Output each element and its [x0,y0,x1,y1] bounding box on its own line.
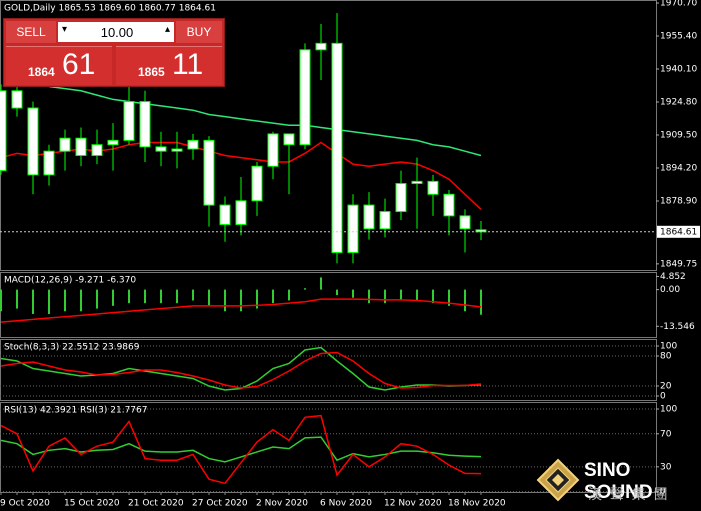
candle-body [363,204,375,230]
candle-body [155,146,167,152]
x-tick-label: 15 Oct 2020 [64,499,120,509]
candle-body [443,193,455,217]
panel-title: MACD(12,26,9) -9.271 -6.370 [4,276,136,286]
indicator-line [0,351,482,389]
lot-down[interactable]: ▾ [62,24,68,35]
panel-title: GOLD,Daily 1865.53 1869.60 1860.77 1864.… [4,4,216,14]
ask-small: 11 [172,48,204,81]
y-tick-label: 0 [660,392,666,402]
x-tick-label: 6 Nov 2020 [320,499,372,509]
y-tick-label: 4.852 [660,272,686,282]
panel-title: RSI(13) 42.3921 RSI(3) 21.7767 [4,406,147,416]
panel-border [0,339,657,401]
indicator-line [0,414,482,485]
price-tag-label: 1864.61 [660,227,697,237]
candle-body [235,200,247,225]
y-tick-label: 1878.90 [660,196,697,206]
buy-button[interactable]: BUY [176,21,222,43]
lot-input[interactable]: ▾ 10.00 ▴ [58,22,174,42]
y-tick-label: 1849.75 [660,259,697,269]
x-tick-label: 18 Nov 2020 [448,499,506,509]
y-tick-label: 30 [660,462,672,472]
candle-body [107,139,119,146]
sell-price[interactable]: 1864 61 [6,46,112,85]
lot-up[interactable]: ▴ [164,24,170,35]
buy-price[interactable]: 1865 11 [116,46,222,85]
bid-small: 61 [62,48,96,81]
y-tick-label: 0 [660,487,666,497]
candle-body [27,107,39,176]
candle-body [59,137,71,152]
candle-body [315,42,327,51]
y-tick-label: -13.546 [660,322,695,332]
candle-body [187,139,199,150]
candle-body [91,144,103,156]
candle-body [0,90,7,172]
candle-body [171,148,183,152]
logo-subtitle: 漢 聲 集 團 [588,486,670,502]
y-tick-label: 100 [660,342,677,352]
bid-big: 1864 [28,65,55,79]
sell-button[interactable]: SELL [6,21,56,43]
logo-name: SINO SOUND [584,460,653,503]
indicator-line [0,436,482,463]
y-tick-label: 80 [660,352,672,362]
moving-average [48,85,482,157]
candle-body [347,204,359,254]
candle-body [299,49,311,146]
x-tick-label: 12 Nov 2020 [384,499,442,509]
y-tick-label: 1955.40 [660,32,697,42]
candle-body [427,180,439,195]
candle-body [395,183,407,213]
y-tick-label: 100 [660,405,677,415]
panel-border [0,402,657,493]
panel-title: Stoch(8,3,3) 22.5512 23.9869 [4,343,140,353]
logo-icon [536,458,580,502]
indicator-line [0,298,482,323]
candle-body [251,165,263,202]
x-tick-label: 9 Oct 2020 [0,499,50,509]
y-tick-label: 20 [660,382,672,392]
y-tick-label: 1909.50 [660,131,697,141]
x-tick-label: 2 Nov 2020 [256,499,308,509]
x-tick-label: 27 Oct 2020 [192,499,248,509]
candle-body [379,211,391,230]
candle-body [219,204,231,225]
candle-body [139,101,151,148]
lot-value: 10.00 [100,25,134,40]
candle-body [11,90,23,109]
candle-body [411,180,423,185]
candle-body [283,133,295,146]
logo: SINO SOUND 漢 聲 集 團 [536,456,696,506]
y-tick-label: 1924.80 [660,98,697,108]
y-tick-label: 1894.20 [660,163,697,173]
candle-body [203,139,215,206]
ask-big: 1865 [138,65,165,79]
y-tick-label: 70 [660,429,672,439]
candle-body [267,133,279,167]
candle-body [123,101,135,141]
candle-body [459,215,471,230]
y-tick-label: 1970.70 [660,0,697,9]
x-tick-label: 21 Oct 2020 [128,499,184,509]
y-tick-label: 0.00 [660,285,680,295]
y-tick-label: 1940.10 [660,65,697,75]
price-tag [657,225,700,238]
indicator-line [0,346,482,391]
trade-panel: SELL ▾ 10.00 ▴ BUY 1864 61 1865 11 [3,18,225,87]
candle-body [75,137,87,156]
candle-body [331,42,343,254]
candle-body [43,150,55,176]
